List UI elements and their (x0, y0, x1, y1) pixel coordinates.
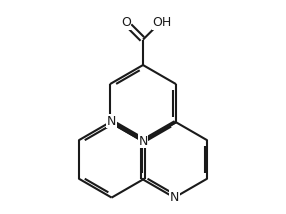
Text: N: N (107, 115, 116, 128)
Text: OH: OH (152, 16, 171, 29)
Text: N: N (138, 135, 148, 148)
Text: O: O (121, 16, 131, 29)
Text: N: N (170, 191, 179, 204)
